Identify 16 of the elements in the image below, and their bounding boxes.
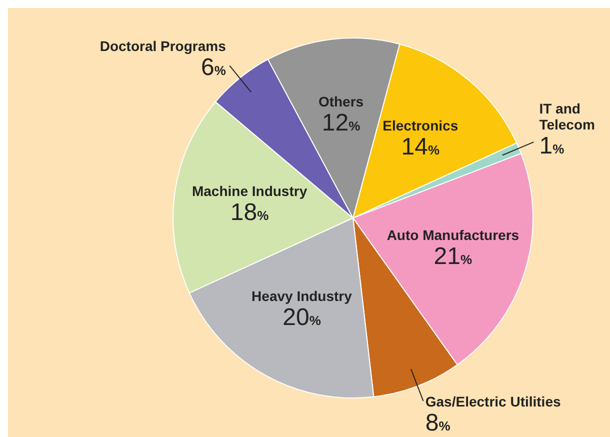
- slice-label: Doctoral Programs: [100, 38, 226, 54]
- data-label: 21%: [434, 243, 473, 270]
- slice-label: Others: [318, 93, 364, 110]
- data-label: 20%: [282, 304, 322, 331]
- slice-label: Electronics: [382, 117, 458, 134]
- data-label: 14%: [401, 133, 440, 160]
- slice-label: IT and Telecom: [539, 100, 595, 133]
- data-label: 18%: [230, 198, 270, 226]
- slice-label: Heavy Industry: [252, 288, 352, 304]
- data-label: 1%: [539, 132, 565, 160]
- slice-label: Machine Industry: [192, 182, 308, 199]
- data-label: 6%: [200, 54, 226, 82]
- slice-label: Auto Manufacturers: [386, 227, 520, 244]
- slice-label: Gas/Electric Utilities: [425, 394, 561, 410]
- data-label: 8%: [425, 410, 451, 437]
- data-label: 12%: [322, 109, 361, 136]
